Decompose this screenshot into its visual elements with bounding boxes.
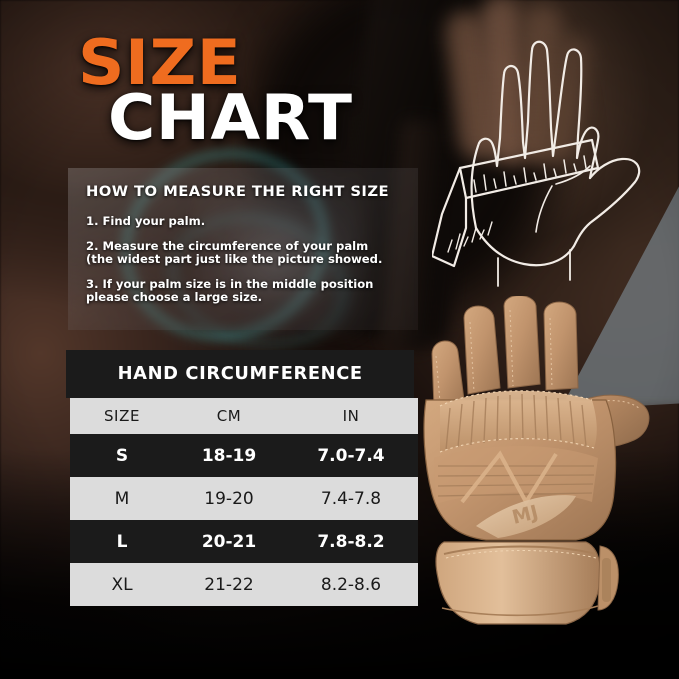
cell-in: 7.0-7.4 <box>317 445 385 466</box>
how-to-measure-title: HOW TO MEASURE THE RIGHT SIZE <box>86 184 389 200</box>
cell-size: XL <box>111 574 133 595</box>
cell-cm: 18-19 <box>201 445 257 466</box>
instruction-step-3: 3. If your palm size is in the middle po… <box>86 276 374 305</box>
cell-in: 7.8-8.2 <box>317 531 385 552</box>
cell-cm: 20-21 <box>201 531 257 552</box>
cell-cm: 19-20 <box>204 488 254 509</box>
table-row: L 20-21 7.8-8.2 <box>70 520 418 563</box>
cell-size: M <box>114 488 130 509</box>
product-photo-glove: MJ <box>416 296 679 632</box>
cell-size: L <box>116 531 128 552</box>
hand-measure-illustration-icon <box>430 18 667 298</box>
size-table: HAND CIRCUMFERENCE SIZE CM IN S 18-19 7.… <box>66 350 418 606</box>
title-line-chart: CHART <box>108 81 353 155</box>
table-body: SIZE CM IN S 18-19 7.0-7.4 M 19-20 7.4-7… <box>70 398 418 606</box>
how-to-measure-panel: HOW TO MEASURE THE RIGHT SIZE 1. Find yo… <box>68 168 418 330</box>
table-header-row: SIZE CM IN <box>70 398 418 434</box>
instruction-step-2: 2. Measure the circumference of your pal… <box>86 238 383 267</box>
column-header-in: IN <box>342 407 360 425</box>
column-header-cm: CM <box>216 407 242 425</box>
table-row: S 18-19 7.0-7.4 <box>70 434 418 477</box>
cell-cm: 21-22 <box>204 574 254 595</box>
title-line-size: SIZE <box>78 26 242 99</box>
cell-in: 7.4-7.8 <box>320 488 382 509</box>
page-title: SIZE CHART <box>78 31 352 148</box>
cell-in: 8.2-8.6 <box>320 574 382 595</box>
cell-size: S <box>115 445 129 466</box>
table-row: M 19-20 7.4-7.8 <box>70 477 418 520</box>
table-row: XL 21-22 8.2-8.6 <box>70 563 418 606</box>
table-title-text: HAND CIRCUMFERENCE <box>117 364 363 384</box>
column-header-size: SIZE <box>103 407 141 425</box>
instruction-step-1: 1. Find your palm. <box>86 214 206 228</box>
table-title-bar: HAND CIRCUMFERENCE <box>66 350 414 398</box>
